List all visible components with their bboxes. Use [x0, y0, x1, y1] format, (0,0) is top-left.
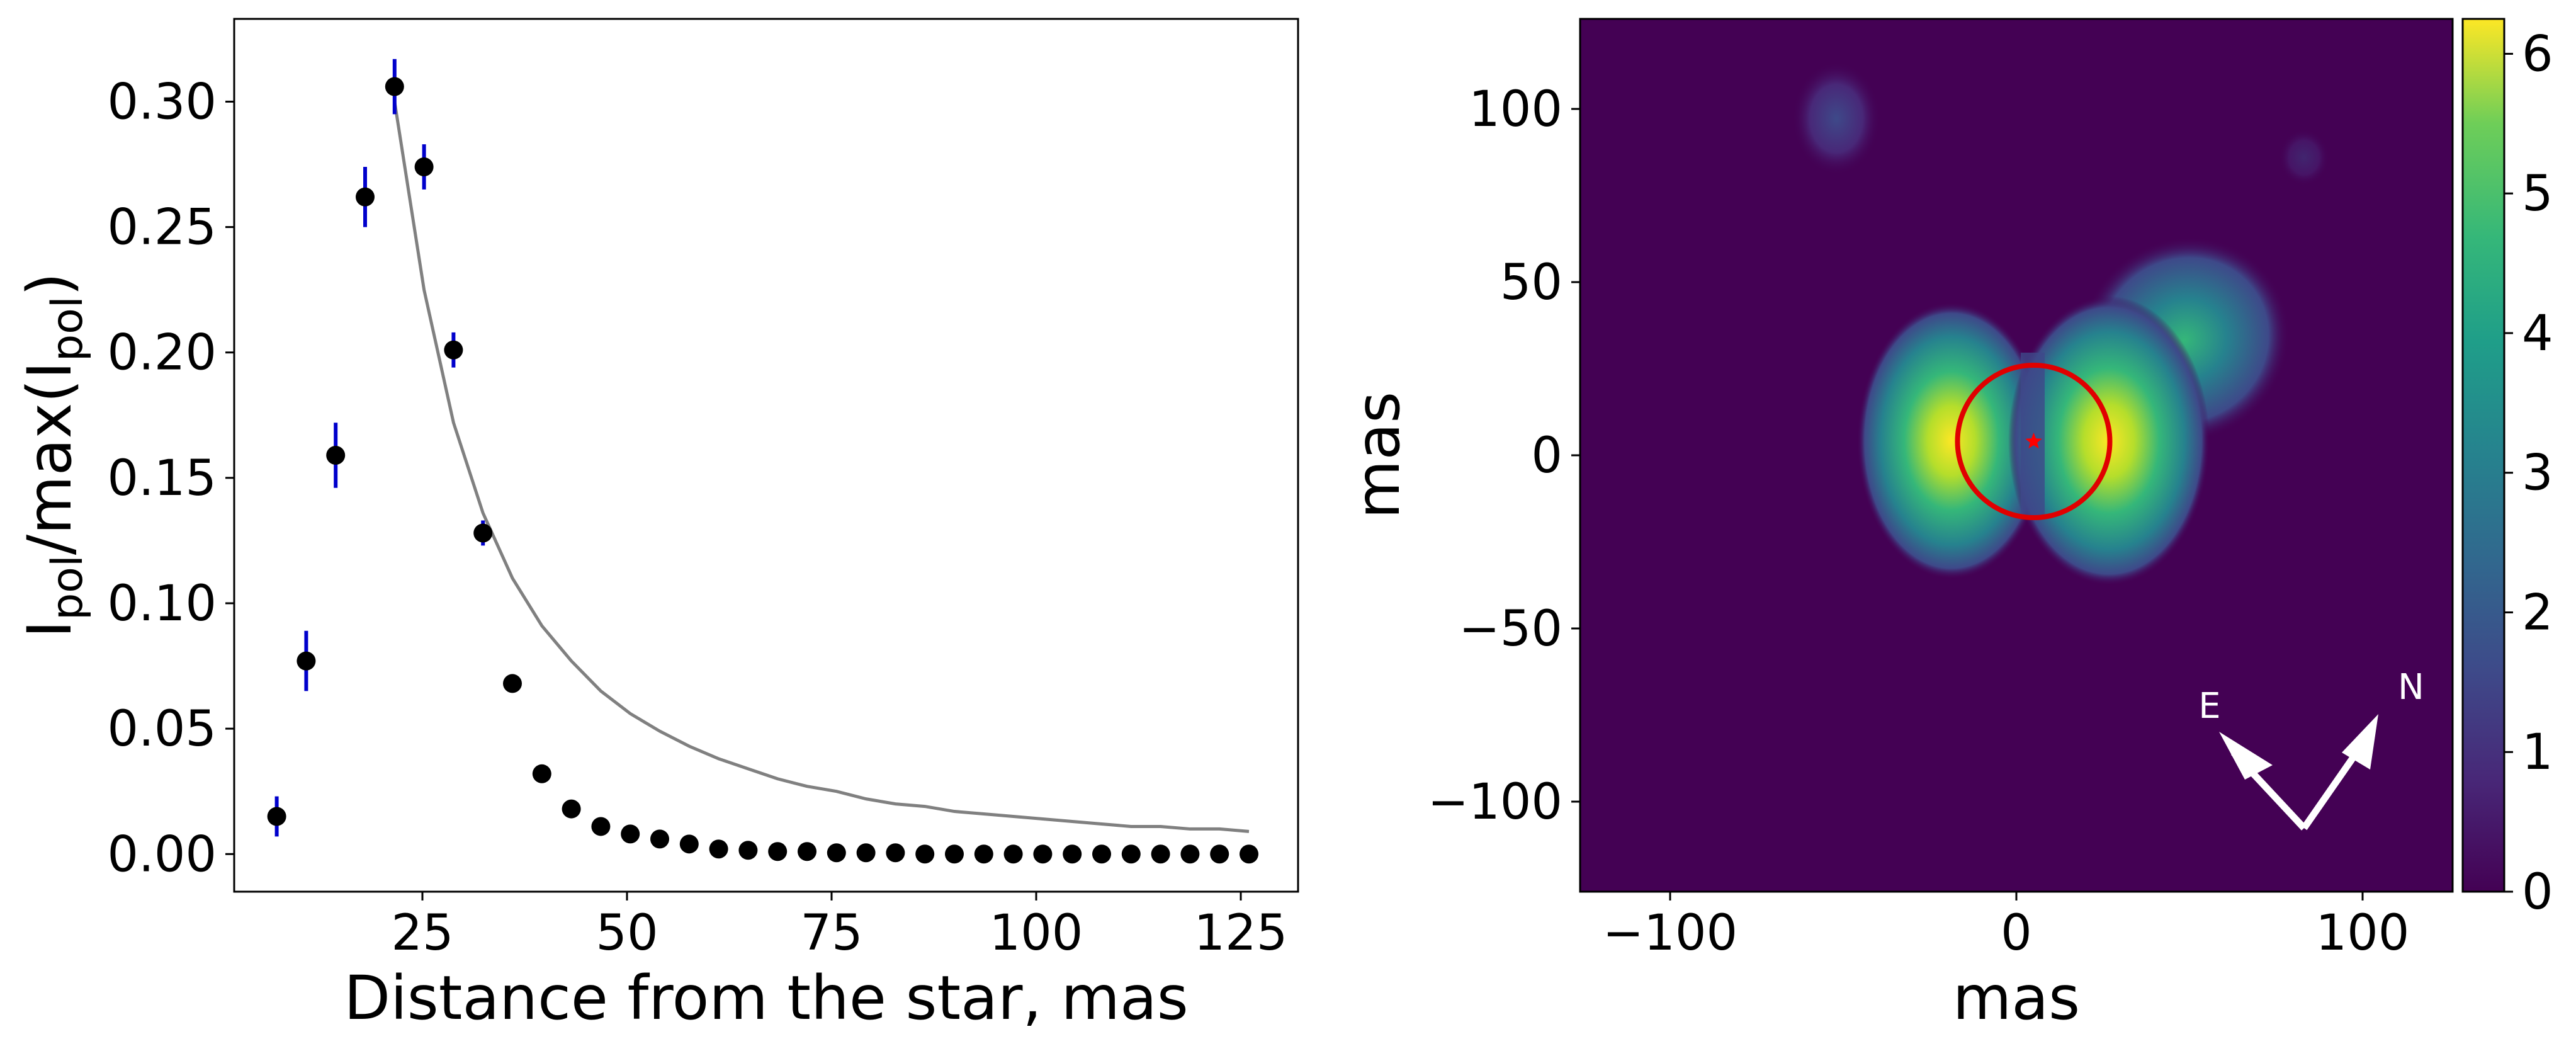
colorbar: 0 1 2 3 4 5 6: [2461, 18, 2553, 921]
data-point: [621, 824, 640, 844]
colorbar-tick-label: 5: [2522, 166, 2553, 222]
data-point: [444, 340, 463, 360]
data-point: [856, 843, 876, 863]
east-label: E: [2198, 686, 2220, 727]
data-point: [915, 844, 935, 864]
model-curve-layer: [393, 101, 1250, 833]
colorbar-tick-label: 3: [2522, 445, 2553, 502]
y-tick-label: 0.30: [107, 74, 217, 130]
data-point: [267, 807, 286, 826]
colorbar-tick-label: 1: [2522, 724, 2553, 781]
data-point: [1121, 844, 1141, 864]
y-axis-label: Ipol/max(Ipol): [14, 273, 93, 638]
profile-panel: 25 50 75 100 125 0.00 0.05 0.10 0.15 0.20 0.25 0.3…: [14, 18, 1299, 1033]
data-point: [974, 844, 993, 864]
data-point: [356, 187, 375, 207]
x-tick-label: 75: [800, 905, 862, 962]
model-curve: [393, 101, 1250, 833]
data-point: [827, 843, 846, 863]
data-point: [738, 841, 758, 860]
colorbar-tick-label: 4: [2522, 305, 2553, 362]
image-x-axis-label: mas: [1953, 963, 2080, 1033]
data-point: [886, 843, 905, 863]
colorbar-tick-label: 2: [2522, 584, 2553, 641]
data-point: [385, 77, 404, 96]
compass-arrows: E N: [2198, 667, 2424, 831]
north-arrow-shaft: [2301, 753, 2358, 831]
data-point: [414, 157, 434, 176]
data-point: [591, 817, 611, 836]
north-arrow-head: [2342, 714, 2378, 770]
data-point: [1092, 844, 1111, 864]
data-point: [768, 842, 788, 861]
colorbar-ticks: 0 1 2 3 4 5 6: [2504, 26, 2553, 921]
y-tick-label: 0.25: [107, 200, 217, 256]
data-point: [1033, 844, 1053, 864]
data-point: [1210, 844, 1229, 864]
data-point: [798, 842, 816, 861]
data-point: [1240, 844, 1258, 864]
data-point: [650, 829, 669, 849]
data-point: [679, 834, 699, 854]
y-tick-label: 0.05: [107, 701, 217, 758]
image-x-tick-label: 100: [2316, 905, 2410, 962]
image-x-ticks: −100 0 100: [1603, 892, 2410, 962]
image-y-tick-label: 50: [1500, 254, 1562, 311]
north-label: N: [2398, 667, 2424, 708]
data-point: [1003, 844, 1023, 864]
x-ticks: 25 50 75 100 125: [391, 892, 1287, 962]
data-point: [297, 651, 316, 671]
x-tick-label: 100: [990, 905, 1083, 962]
data-point: [709, 839, 728, 859]
image-y-tick-label: −100: [1428, 774, 1562, 831]
data-point: [532, 764, 551, 783]
aperture-circle-layer: [1955, 363, 2113, 520]
data-point: [473, 523, 493, 543]
y-tick-label: 0.10: [107, 576, 217, 632]
data-point: [1180, 844, 1200, 864]
x-tick-label: 125: [1194, 905, 1288, 962]
data-point: [945, 844, 964, 864]
star-marker: [2025, 433, 2042, 449]
image-x-tick-label: 0: [2001, 905, 2032, 962]
image-y-tick-label: −50: [1459, 601, 1562, 657]
polarized-intensity-image: [1580, 19, 2453, 892]
profile-plot-frame: [233, 18, 1299, 893]
y-tick-label: 0.20: [107, 325, 217, 382]
image-y-ticks: 100 50 0 −50 −100: [1428, 81, 1580, 831]
data-point: [326, 446, 346, 465]
x-axis-label: Distance from the star, mas: [344, 963, 1189, 1033]
y-tick-label: 0.15: [107, 450, 217, 507]
y-tick-label: 0.00: [107, 826, 217, 883]
x-tick-label: 50: [596, 905, 658, 962]
image-panel: −100 0 100 100 50 0 −50 −100 E N mas mas 0 1 2 3 4…: [1343, 18, 2553, 1033]
image-y-axis-label: mas: [1343, 392, 1413, 519]
image-y-tick-label: 100: [1469, 81, 1562, 138]
east-arrow-head: [2219, 732, 2273, 780]
x-tick-label: 25: [391, 905, 453, 962]
aperture-circle: [1955, 363, 2113, 520]
data-point: [562, 799, 581, 819]
data-point: [503, 674, 522, 693]
y-ticks: 0.00 0.05 0.10 0.15 0.20 0.25 0.30: [107, 74, 234, 883]
colorbar-gradient: [2461, 18, 2505, 893]
image-y-tick-label: 0: [1531, 428, 1562, 484]
colorbar-tick-label: 0: [2522, 864, 2553, 921]
data-points-layer: [267, 77, 1258, 864]
data-point: [1063, 844, 1082, 864]
colorbar-tick-label: 6: [2522, 26, 2553, 82]
data-point: [1151, 844, 1170, 864]
image-x-tick-label: −100: [1603, 905, 1737, 962]
